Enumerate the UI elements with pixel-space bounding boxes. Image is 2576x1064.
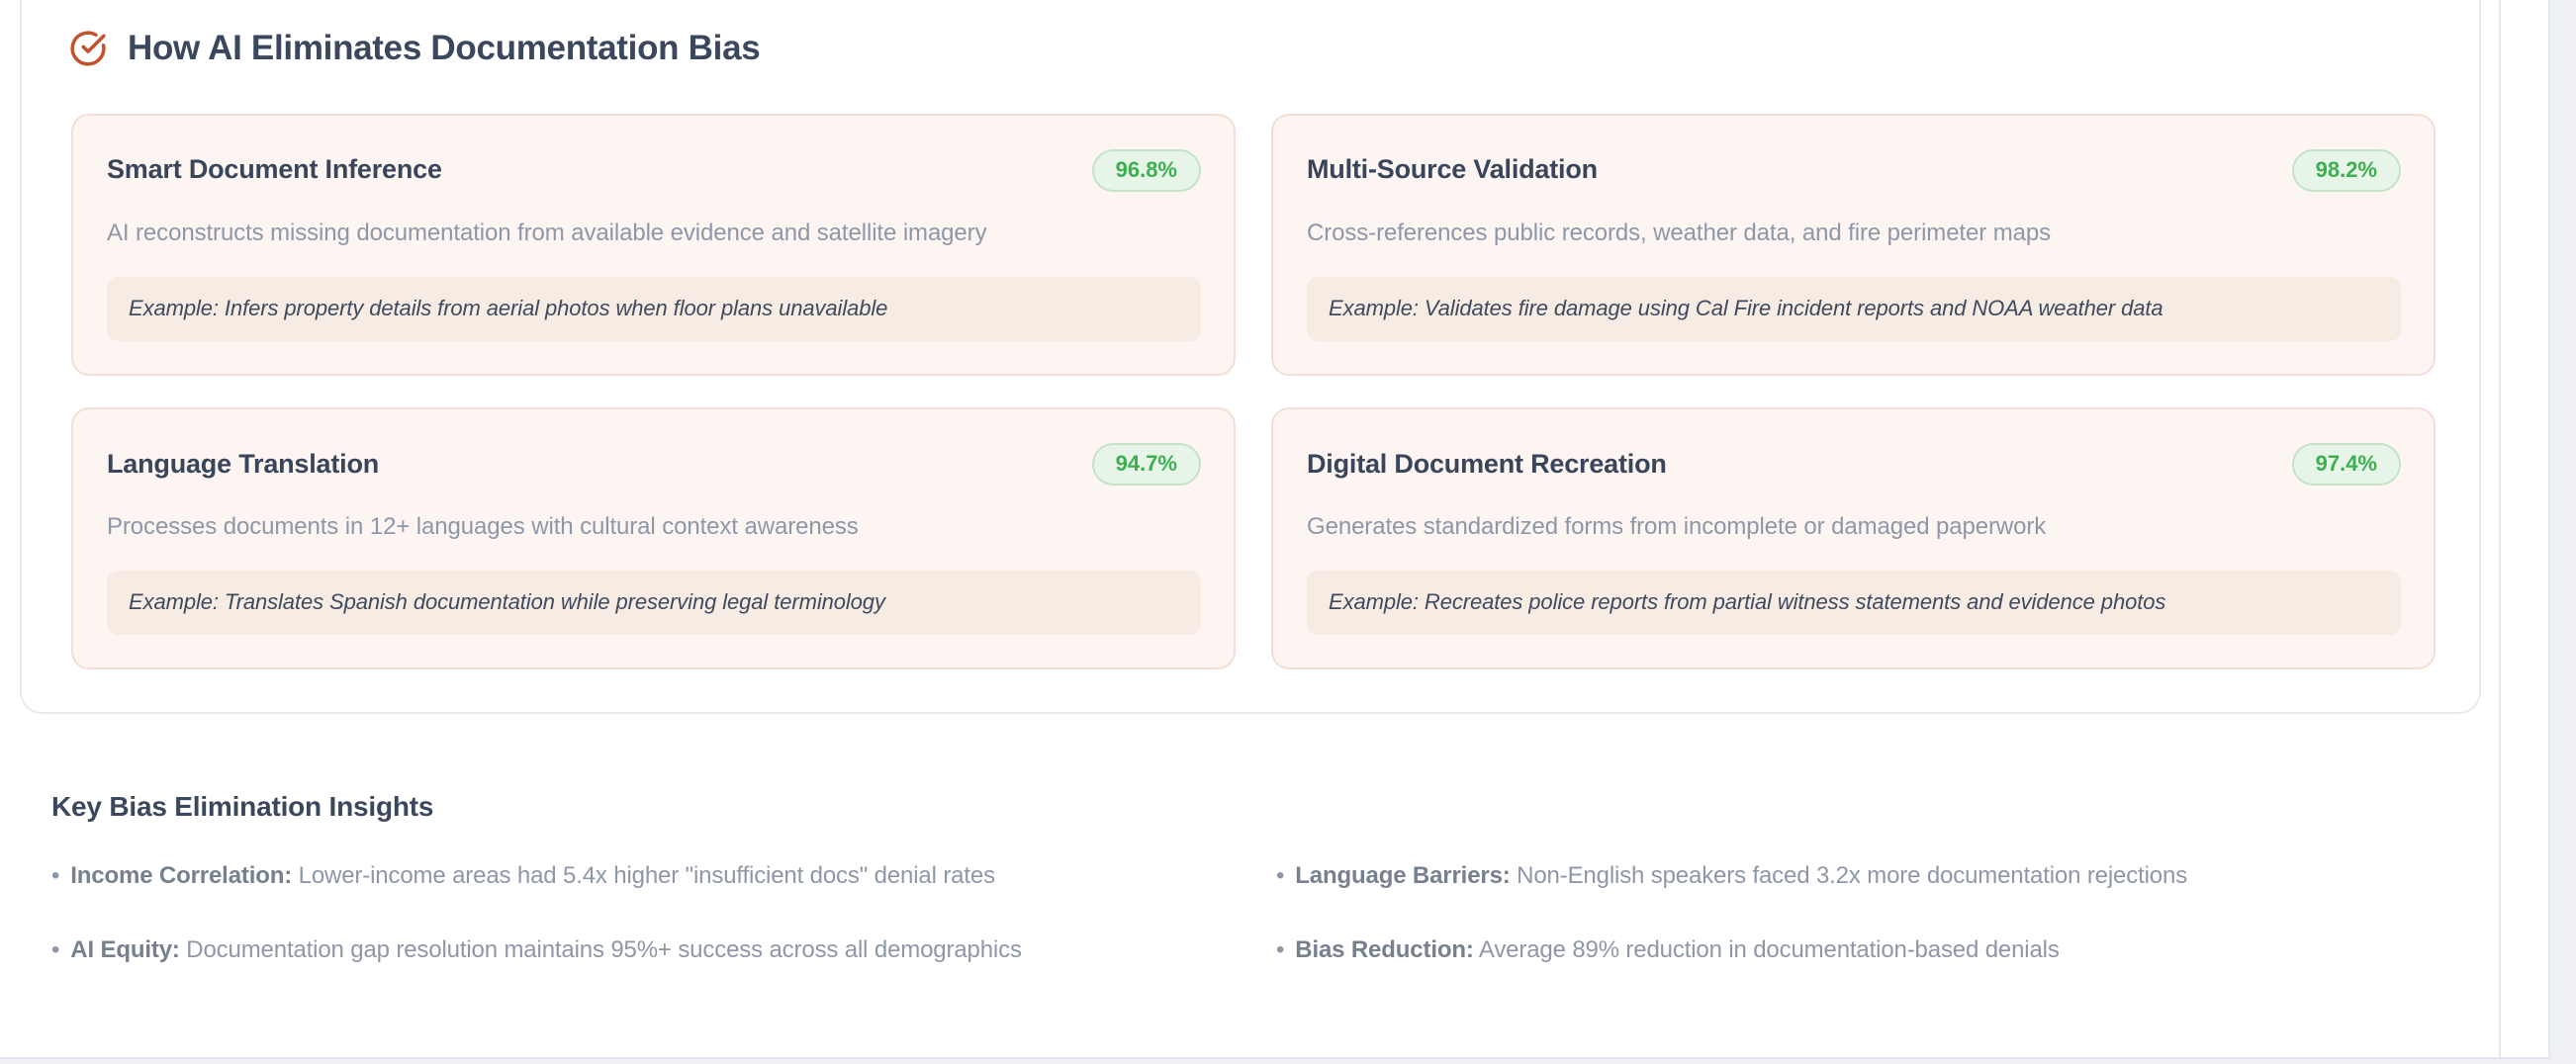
- accuracy-badge: 98.2%: [2291, 148, 2401, 192]
- ai-bias-panel: How AI Eliminates Documentation Bias Sma…: [20, 0, 2481, 714]
- capability-description: Generates standardized forms from incomp…: [1307, 513, 2047, 541]
- insight-item: • AI Equity: Documentation gap resolutio…: [51, 934, 1221, 965]
- insight-body: Lower-income areas had 5.4x higher "insu…: [292, 862, 995, 889]
- bullet-icon: •: [1276, 862, 1285, 889]
- insight-item: • Language Barriers: Non-English speaker…: [1276, 860, 2445, 891]
- capability-card[interactable]: Digital Document Recreation 97.4% Genera…: [1271, 407, 2436, 670]
- card-header: Language Translation 94.7%: [107, 442, 1201, 486]
- capability-title: Smart Document Inference: [107, 154, 442, 185]
- insight-label: Language Barriers:: [1295, 862, 1511, 889]
- insight-label: Bias Reduction:: [1295, 936, 1474, 964]
- capability-card[interactable]: Language Translation 94.7% Processes doc…: [71, 407, 1236, 670]
- panel-heading: How AI Eliminates Documentation Bias: [69, 24, 761, 71]
- insight-item: • Income Correlation: Lower-income areas…: [51, 860, 1221, 891]
- insight-label: AI Equity:: [70, 936, 180, 964]
- insight-item: • Bias Reduction: Average 89% reduction …: [1276, 934, 2445, 965]
- accuracy-badge: 96.8%: [1091, 148, 1201, 192]
- page-title: How AI Eliminates Documentation Bias: [128, 28, 761, 67]
- capability-example: Example: Translates Spanish documentatio…: [107, 571, 1201, 636]
- capability-example: Example: Infers property details from ae…: [107, 277, 1201, 342]
- insights-title: Key Bias Elimination Insights: [51, 791, 434, 822]
- bullet-icon: •: [1276, 936, 1285, 964]
- capability-card[interactable]: Multi-Source Validation 98.2% Cross-refe…: [1271, 114, 2436, 377]
- card-header: Digital Document Recreation 97.4%: [1307, 442, 2401, 486]
- capability-grid: Smart Document Inference 96.8% AI recons…: [71, 114, 2436, 670]
- circle-check-icon: [69, 28, 107, 67]
- capability-title: Digital Document Recreation: [1307, 448, 1667, 479]
- capability-title: Multi-Source Validation: [1307, 154, 1598, 185]
- capability-description: Cross-references public records, weather…: [1307, 220, 2052, 246]
- capability-description: Processes documents in 12+ languages wit…: [107, 513, 859, 541]
- insights-grid: • Income Correlation: Lower-income areas…: [51, 860, 2445, 965]
- capability-title: Language Translation: [107, 448, 380, 479]
- capability-example: Example: Validates fire damage using Cal…: [1307, 277, 2401, 342]
- card-header: Multi-Source Validation 98.2%: [1307, 148, 2401, 192]
- insight-body: Documentation gap resolution maintains 9…: [179, 936, 1022, 964]
- insights-section: Key Bias Elimination Insights • Income C…: [51, 791, 2445, 965]
- card-header: Smart Document Inference 96.8%: [107, 148, 1201, 192]
- content-area: How AI Eliminates Documentation Bias Sma…: [20, 0, 2501, 1057]
- insight-label: Income Correlation:: [70, 862, 293, 889]
- accuracy-badge: 97.4%: [2291, 442, 2401, 486]
- accuracy-badge: 94.7%: [1091, 442, 1201, 486]
- bullet-icon: •: [51, 862, 60, 889]
- capability-description: AI reconstructs missing documentation fr…: [107, 220, 987, 246]
- capability-card[interactable]: Smart Document Inference 96.8% AI recons…: [71, 114, 1236, 377]
- insight-body: Average 89% reduction in documentation-b…: [1473, 936, 2060, 964]
- bullet-icon: •: [51, 936, 60, 964]
- insight-body: Non-English speakers faced 3.2x more doc…: [1510, 862, 2188, 889]
- capability-example: Example: Recreates police reports from p…: [1307, 571, 2401, 636]
